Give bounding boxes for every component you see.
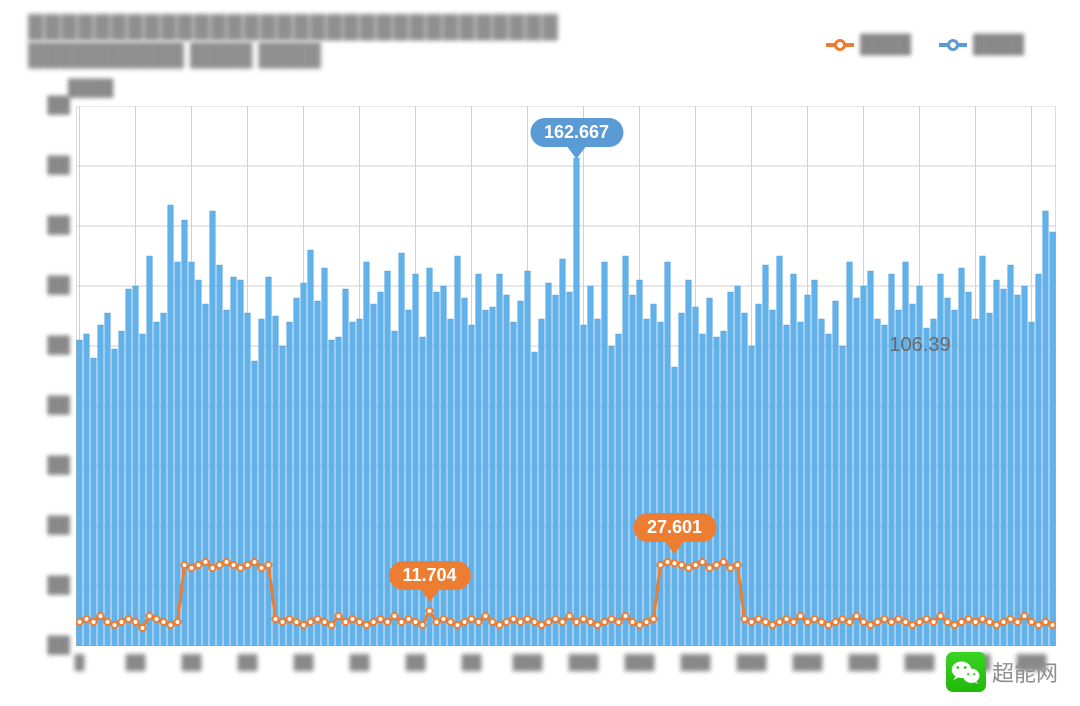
x-tick-label: ███ (737, 654, 767, 670)
callout-162.667: 162.667 (530, 118, 623, 159)
y-tick-label: ██ (34, 97, 70, 115)
chart-root: ████████████████████████████████ ███████… (0, 0, 1080, 706)
footer-text: 超能网 (992, 656, 1058, 688)
callout-27.601: 27.601 (633, 513, 716, 554)
x-tick-label: ███ (625, 654, 655, 670)
x-tick-label: █ (75, 654, 85, 670)
legend-item-blue: ████ (939, 34, 1024, 55)
callout-11.704: 11.704 (388, 561, 470, 602)
legend-label-orange: ████ (860, 34, 911, 55)
x-tick-label: ███ (569, 654, 599, 670)
plot-area (76, 106, 1056, 646)
plot-svg (76, 106, 1056, 646)
y-tick-label: ██ (34, 517, 70, 535)
y-tick-label: ██ (34, 217, 70, 235)
x-tick-label: ██ (406, 654, 426, 670)
y-tick-label: ██ (34, 397, 70, 415)
legend-label-blue: ████ (973, 34, 1024, 55)
x-tick-label: ███ (681, 654, 711, 670)
x-tick-label: ██ (126, 654, 146, 670)
x-tick-label: ███ (513, 654, 543, 670)
y-tick-label: ██ (34, 337, 70, 355)
x-tick-label: ███ (905, 654, 935, 670)
y-tick-label: ██ (34, 157, 70, 175)
y-tick-label: ██ (34, 577, 70, 595)
x-tick-label: ██ (350, 654, 370, 670)
x-tick-label: ███ (793, 654, 823, 670)
footer-attribution: 超能网 (946, 652, 1058, 692)
legend: ████ ████ (826, 34, 1024, 55)
x-tick-label: ██ (238, 654, 258, 670)
x-tick-label: ██ (462, 654, 482, 670)
legend-item-orange: ████ (826, 34, 911, 55)
y-tick-label: ██ (34, 637, 70, 655)
wechat-icon (946, 652, 986, 692)
legend-marker-orange (826, 43, 854, 47)
x-tick-label: ██ (182, 654, 202, 670)
x-tick-label: ██ (294, 654, 314, 670)
legend-marker-blue (939, 43, 967, 47)
blue-average-label: 106.39 (889, 334, 950, 357)
x-tick-label: ███ (849, 654, 879, 670)
y-tick-label: ██ (34, 457, 70, 475)
y-tick-label: ██ (34, 277, 70, 295)
y-axis-title: ████ (68, 80, 113, 98)
